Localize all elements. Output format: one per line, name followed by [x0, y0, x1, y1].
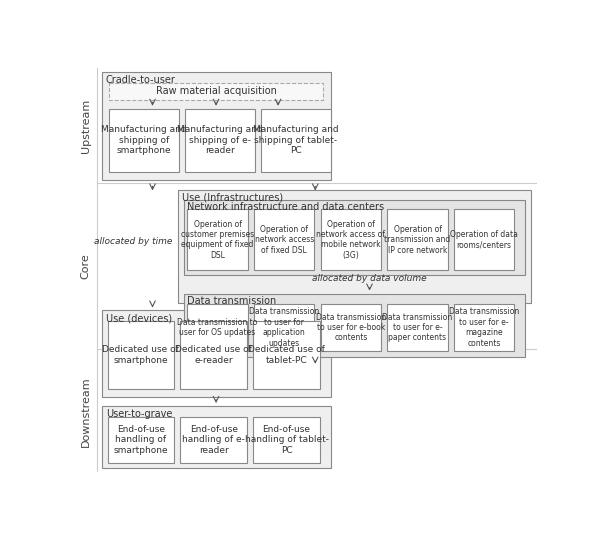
Bar: [320, 209, 381, 270]
Bar: [184, 294, 524, 357]
Bar: [254, 303, 314, 351]
Bar: [178, 190, 531, 303]
Text: Network infrastructure and data centers: Network infrastructure and data centers: [187, 202, 385, 212]
Text: Manufacturing and
shipping of
smartphone: Manufacturing and shipping of smartphone: [101, 125, 187, 155]
Text: Dedicated use of
tablet-PC: Dedicated use of tablet-PC: [248, 345, 325, 365]
Text: Dedicated use of
smartphone: Dedicated use of smartphone: [103, 345, 179, 365]
Text: User-to-grave: User-to-grave: [106, 409, 172, 419]
Bar: [253, 321, 320, 389]
Text: Use (devices): Use (devices): [106, 313, 172, 324]
Bar: [254, 209, 314, 270]
Text: End-of-use
handling of
smartphone: End-of-use handling of smartphone: [113, 425, 168, 455]
Bar: [181, 417, 247, 463]
Text: Operation of
customer premises
equipment of fixed
DSL: Operation of customer premises equipment…: [181, 219, 254, 260]
Bar: [187, 303, 248, 351]
Text: Operation of
network access
of fixed DSL: Operation of network access of fixed DSL: [254, 225, 314, 255]
Text: Operation of data
rooms/centers: Operation of data rooms/centers: [450, 230, 518, 249]
Bar: [454, 209, 514, 270]
Bar: [109, 109, 179, 172]
Text: Downstream: Downstream: [81, 377, 91, 447]
Bar: [102, 310, 331, 397]
Bar: [184, 200, 524, 275]
Text: Data transmission
to user for
application
updates: Data transmission to user for applicatio…: [249, 308, 319, 348]
Bar: [181, 321, 247, 389]
Text: Data transmission to
user for OS updates: Data transmission to user for OS updates: [178, 318, 258, 337]
Text: Use (Infrastructures): Use (Infrastructures): [182, 193, 283, 203]
Bar: [102, 72, 331, 179]
Bar: [187, 209, 248, 270]
Text: Data transmission
to user for e-
magazine
contents: Data transmission to user for e- magazin…: [449, 308, 520, 348]
Text: allocated by time: allocated by time: [94, 237, 172, 246]
Text: Upstream: Upstream: [81, 99, 91, 153]
Text: End-of-use
handling of tablet-
PC: End-of-use handling of tablet- PC: [245, 425, 329, 455]
Bar: [185, 109, 255, 172]
Text: Cradle-to-user: Cradle-to-user: [106, 75, 176, 85]
Bar: [388, 209, 448, 270]
Bar: [320, 303, 381, 351]
Text: Manufacturing and
shipping of e-
reader: Manufacturing and shipping of e- reader: [177, 125, 263, 155]
Bar: [107, 417, 174, 463]
Text: Dedicated use of
e-reader: Dedicated use of e-reader: [175, 345, 252, 365]
Bar: [454, 303, 514, 351]
Bar: [261, 109, 331, 172]
Text: Data transmission
to user for e-book
contents: Data transmission to user for e-book con…: [316, 312, 386, 342]
Bar: [109, 83, 323, 99]
Text: Manufacturing and
shipping of tablet-
PC: Manufacturing and shipping of tablet- PC: [253, 125, 338, 155]
Bar: [388, 303, 448, 351]
Text: Data transmission: Data transmission: [187, 296, 277, 306]
Text: Raw material acquisition: Raw material acquisition: [155, 86, 277, 96]
Text: Operation of
network access of
mobile network
(3G): Operation of network access of mobile ne…: [316, 219, 385, 260]
Text: Core: Core: [81, 253, 91, 279]
Text: Data transmission
to user for e-
paper contents: Data transmission to user for e- paper c…: [382, 312, 452, 342]
Text: End-of-use
handling of e-
reader: End-of-use handling of e- reader: [182, 425, 245, 455]
Bar: [107, 321, 174, 389]
Text: Operation of
transmission and
IP core network: Operation of transmission and IP core ne…: [385, 225, 451, 255]
Bar: [102, 406, 331, 468]
Text: allocated by data volume: allocated by data volume: [312, 273, 427, 282]
Bar: [253, 417, 320, 463]
